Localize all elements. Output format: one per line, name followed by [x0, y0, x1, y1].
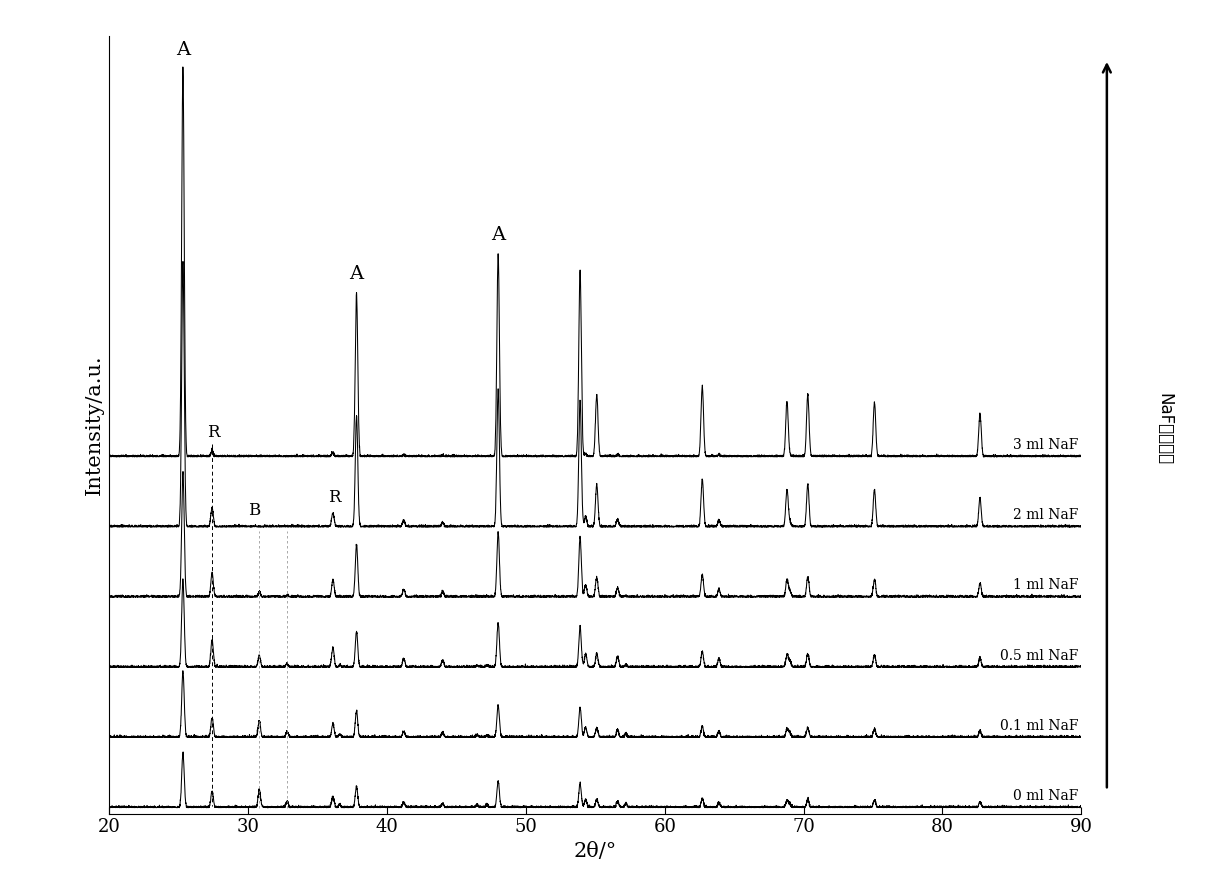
Y-axis label: Intensity/a.u.: Intensity/a.u.	[85, 354, 103, 495]
Text: 0.5 ml NaF: 0.5 ml NaF	[1000, 649, 1079, 662]
Text: A: A	[176, 40, 190, 58]
Text: A: A	[491, 226, 505, 244]
Text: A: A	[350, 265, 363, 283]
Text: 1 ml NaF: 1 ml NaF	[1013, 578, 1079, 593]
Text: R: R	[328, 489, 340, 506]
Text: NaF用量增加: NaF用量增加	[1155, 393, 1172, 465]
Text: R: R	[208, 424, 220, 441]
Text: B: B	[248, 502, 260, 519]
Text: 3 ml NaF: 3 ml NaF	[1013, 438, 1079, 452]
Text: 2 ml NaF: 2 ml NaF	[1013, 509, 1079, 522]
Text: 0.1 ml NaF: 0.1 ml NaF	[1000, 719, 1079, 733]
Text: 0 ml NaF: 0 ml NaF	[1013, 789, 1079, 803]
X-axis label: 2θ/°: 2θ/°	[573, 842, 617, 861]
